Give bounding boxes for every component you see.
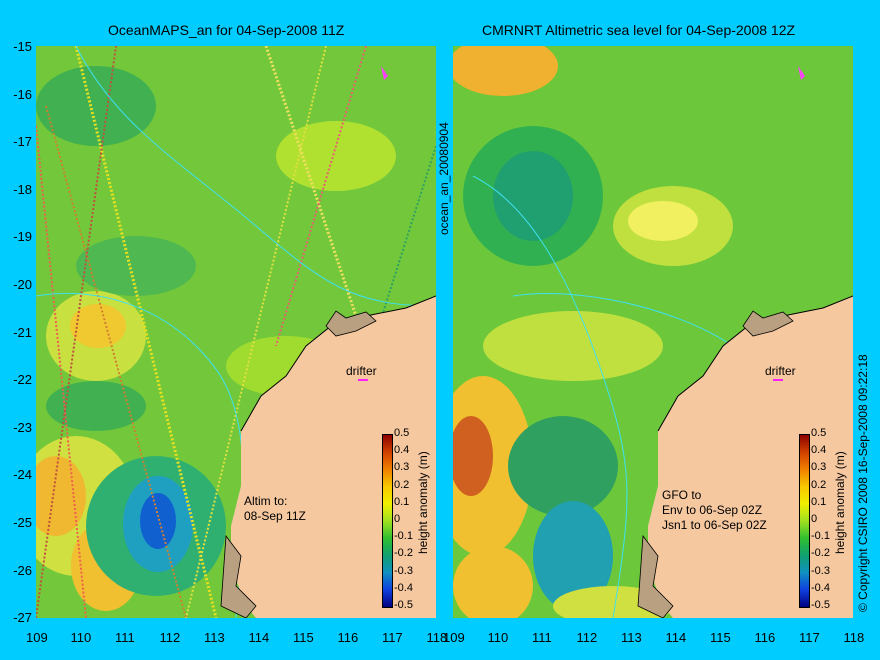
left-map-panel: drifter Altim to: 08-Sep 11Z 0.5 0.4 0.3 0.… [36,46,436,618]
right-colorbar-tick-label: 0 [811,513,818,525]
latitude-tick-label: -27 [13,610,32,626]
right-longitude-tick-label: 116 [754,630,776,645]
right-colorbar-tick-label: 0.2 [811,478,827,491]
left-longitude-tick-label: 112 [159,630,181,645]
right-colorbar-label: height anomaly (m) [833,451,847,554]
right-colorbar-tick-label: -0.4 [811,581,830,594]
right-longitude-tick-label: 109 [443,630,465,645]
left-colorbar-tick-label: -0.4 [394,581,413,594]
latitude-tick-label: -26 [13,562,32,578]
right-colorbar-tick-label: -0.2 [811,547,830,560]
right-colorbar-tick-label: -0.5 [811,599,830,611]
latitude-tick-label: -15 [13,39,32,54]
left-longitude-tick-label: 109 [26,630,48,645]
left-longitude-tick-label: 117 [382,630,403,645]
latitude-tick-label: -22 [13,372,32,388]
left-altim-note: Altim to: 08-Sep 11Z [244,494,306,523]
left-panel-side-label: ocean_an_20080904 [437,122,451,235]
right-longitude-tick-label: 111 [532,630,552,645]
right-longitude-tick-label: 117 [799,630,820,645]
left-colorbar-tick-label: 0.2 [394,478,410,491]
right-colorbar-tick-label: 0.1 [811,495,827,508]
right-longitude-tick-label: 114 [665,630,687,645]
left-colorbar-tick-label: 0.3 [394,461,410,474]
left-longitude-tick-label: 115 [293,630,314,645]
left-longitude-tick-label: 114 [248,630,270,645]
left-longitude-tick-label: 111 [115,630,135,645]
latitude-tick-label: -17 [13,134,32,150]
latitude-tick-label: -20 [13,277,32,292]
right-colorbar-tick-label: -0.3 [811,564,830,577]
right-colorbar-tick-label: 0.5 [811,427,827,439]
left-colorbar-label: height anomaly (m) [416,451,430,554]
left-colorbar-tick-label: -0.1 [394,530,413,543]
left-panel-title: OceanMAPS_an for 04-Sep-2008 11Z [108,22,345,38]
right-colorbar-tick-label: -0.1 [811,530,830,543]
right-longitude-tick-label: 113 [621,630,642,645]
latitude-tick-label: -21 [13,324,32,340]
left-drifter-label: drifter [346,364,377,378]
right-longitude-tick-label: 112 [576,630,598,645]
right-colorbar-tick-label: 0.3 [811,461,827,474]
left-colorbar-tick-label: -0.3 [394,564,413,577]
latitude-tick-label: -19 [13,229,32,245]
left-colorbar-tick-label: 0.1 [394,495,410,508]
latitude-tick-label: -16 [13,86,32,102]
copyright-label: © Copyright CSIRO 2008 16-Sep-2008 09:22… [856,354,870,612]
left-map-svg [36,46,436,618]
right-colorbar-tick-label: 0.4 [811,444,827,457]
right-drifter-label: drifter [765,364,796,378]
right-longitude-tick-label: 115 [710,630,731,645]
right-longitude-tick-label: 118 [843,630,865,645]
left-colorbar-tick-label: 0.5 [394,427,410,439]
right-map-svg [453,46,853,618]
latitude-tick-label: -25 [13,515,32,530]
left-colorbar-tick-label: 0.4 [394,444,410,457]
left-longitude-tick-label: 113 [204,630,225,645]
latitude-tick-label: -18 [13,181,32,197]
left-colorbar-tick-label: 0 [394,513,401,525]
left-longitude-tick-label: 116 [337,630,359,645]
right-longitude-tick-label: 110 [487,630,509,645]
right-panel-title: CMRNRT Altimetric sea level for 04-Sep-2… [482,22,796,38]
left-longitude-tick-label: 118 [426,630,448,645]
left-longitude-tick-label: 110 [70,630,92,645]
right-colorbar [799,434,810,608]
latitude-tick-label: -23 [13,419,32,435]
right-gfo-note: GFO to Env to 06-Sep 02Z Jsn1 to 06-Sep … [662,488,767,532]
left-colorbar-tick-label: -0.2 [394,547,413,560]
right-map-panel: drifter GFO to Env to 06-Sep 02Z Jsn1 to… [453,46,853,618]
left-colorbar-tick-label: -0.5 [394,599,413,611]
latitude-tick-label: -24 [13,467,32,483]
left-colorbar [382,434,393,608]
